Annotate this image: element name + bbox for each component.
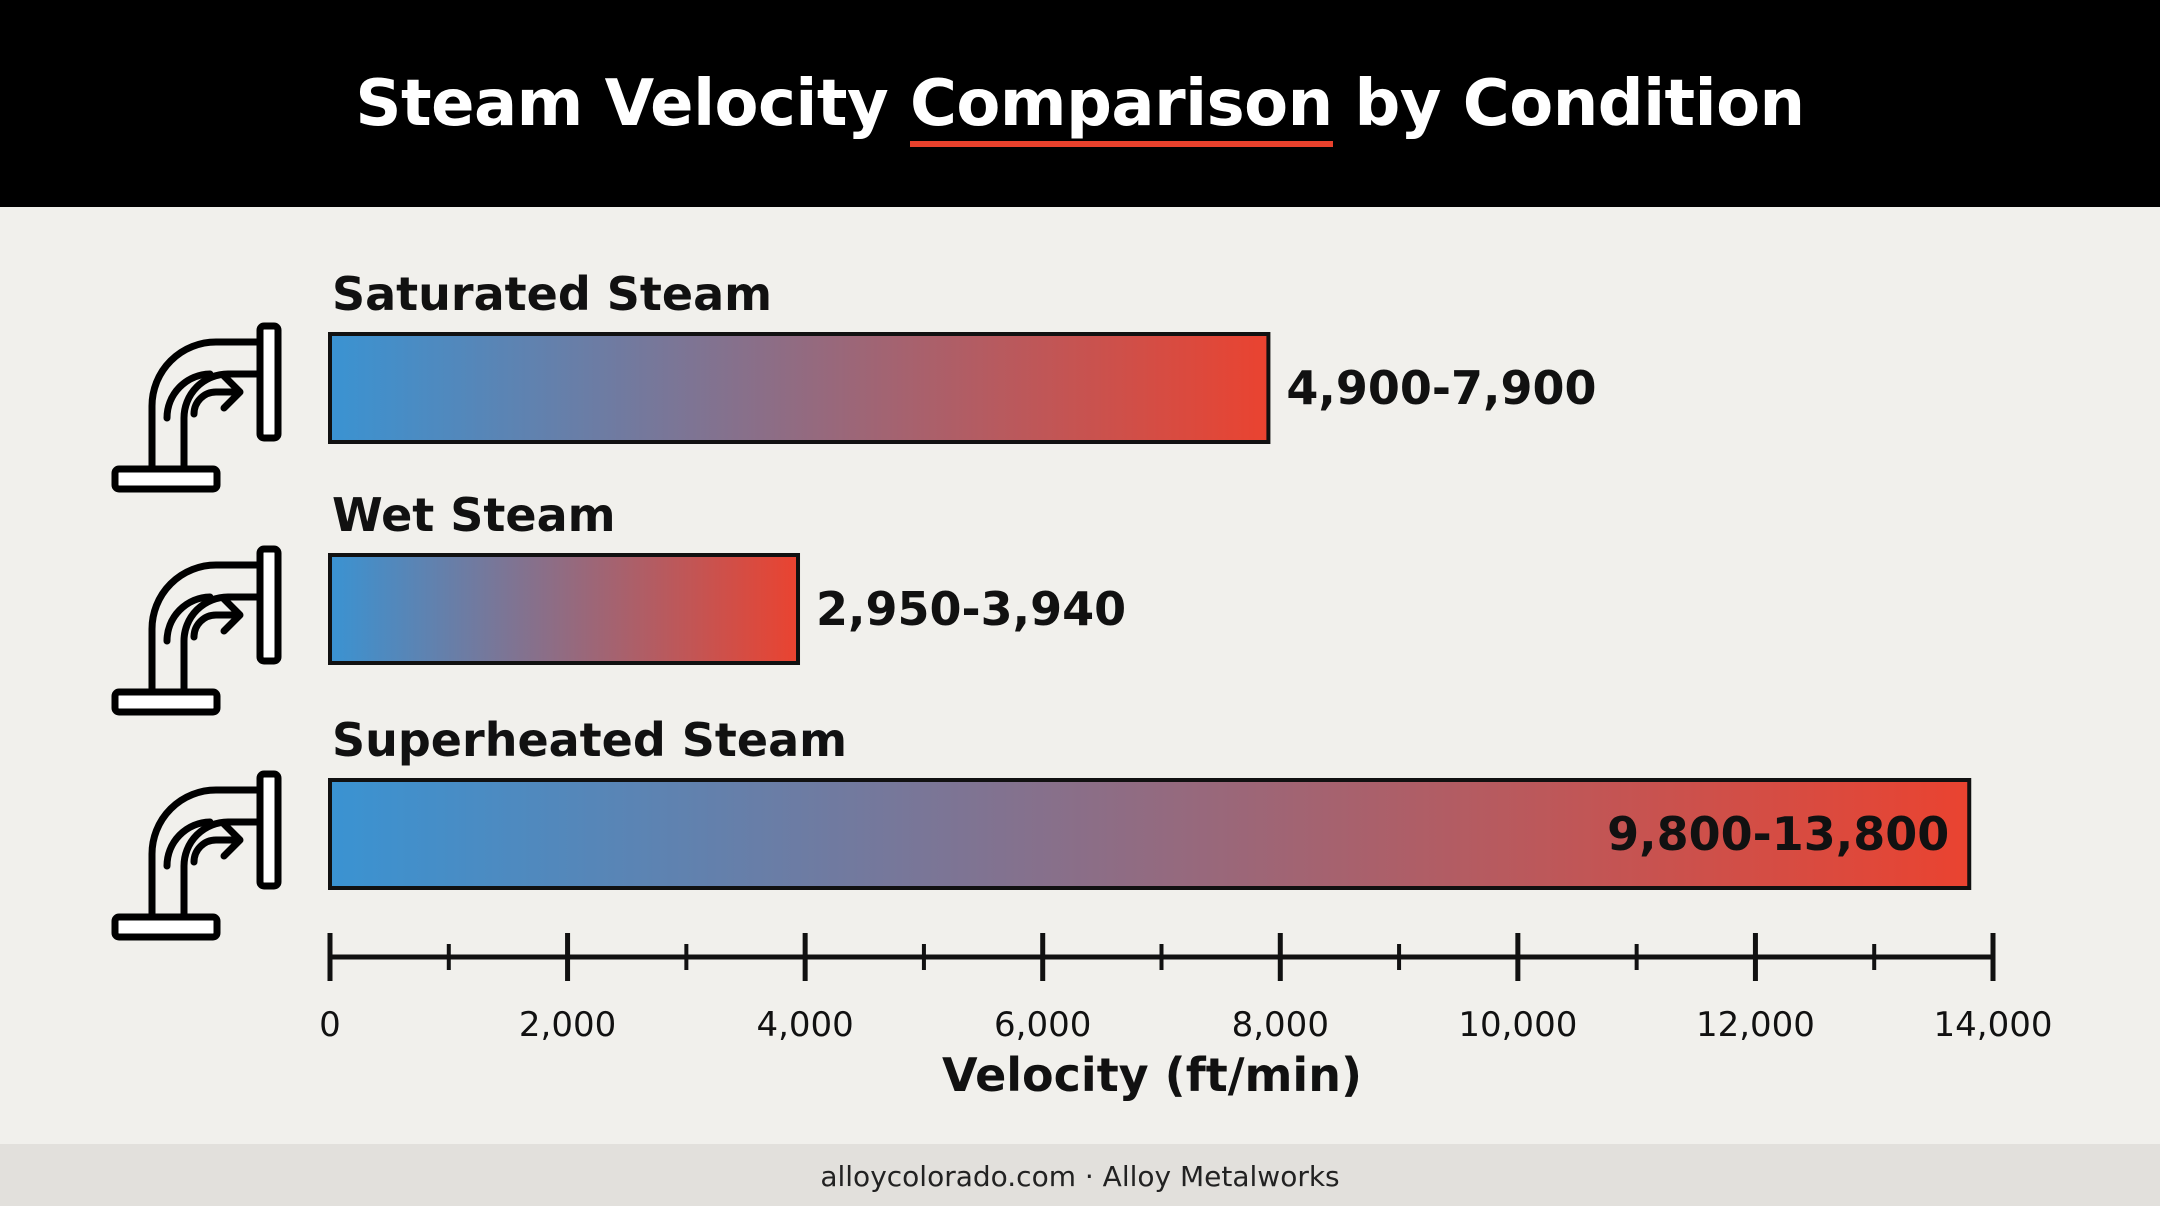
tick-label: 0 xyxy=(319,1005,341,1045)
bar xyxy=(328,778,1972,890)
value-label: 9,800-13,800 xyxy=(1607,807,1949,861)
footer-text: alloycolorado.com · Alloy Metalworks xyxy=(820,1160,1340,1193)
tick-label: 2,000 xyxy=(519,1005,616,1045)
tick-label: 4,000 xyxy=(756,1005,853,1045)
x-axis-label: Velocity (ft/min) xyxy=(942,1048,1362,1102)
bar xyxy=(328,553,801,665)
value-label: 2,950-3,940 xyxy=(816,582,1126,636)
title-part-2: by Condition xyxy=(1332,67,1805,141)
tick-label: 8,000 xyxy=(1232,1005,1329,1045)
value-label: 4,900-7,900 xyxy=(1286,361,1596,415)
chart-title: Steam Velocity Comparison by Condition xyxy=(0,62,2160,146)
pipe-elbow-icon xyxy=(115,774,278,937)
tick-label: 12,000 xyxy=(1696,1005,1815,1045)
pipe-elbow-icon xyxy=(115,549,278,712)
title-part-1: Steam Velocity xyxy=(355,67,910,141)
title-highlight: Comparison xyxy=(909,67,1333,141)
tick-label: 10,000 xyxy=(1458,1005,1577,1045)
footer-bar xyxy=(0,1144,2160,1206)
tick-label: 14,000 xyxy=(1934,1005,2053,1045)
tick-label: 6,000 xyxy=(994,1005,1091,1045)
pipe-elbow-icon xyxy=(115,326,278,489)
category-label: Superheated Steam xyxy=(332,713,847,767)
bar-group: Wet Steam 2,950-3,940 xyxy=(115,488,1126,712)
category-label: Saturated Steam xyxy=(332,267,772,321)
bar-group: Superheated Steam 9,800-13,800 xyxy=(115,713,1972,937)
bar-group: Saturated Steam 4,900-7,900 xyxy=(115,267,1597,489)
bar xyxy=(328,332,1271,444)
category-label: Wet Steam xyxy=(332,488,616,542)
